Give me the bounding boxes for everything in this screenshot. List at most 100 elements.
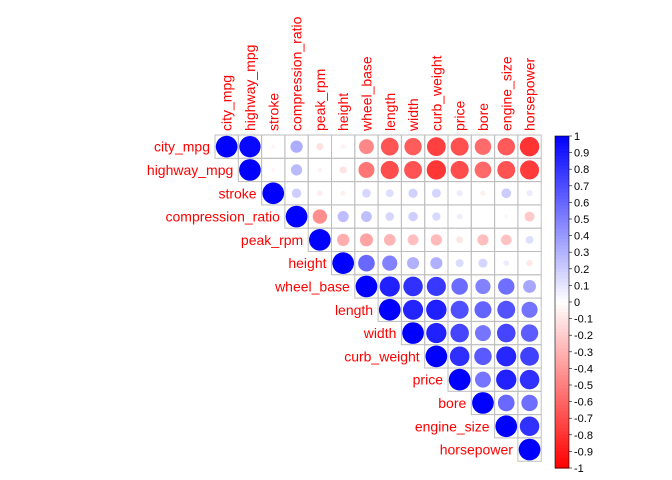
corr-circle-highway-mpg-bore bbox=[474, 161, 492, 179]
corr-circle-width-horsepower bbox=[520, 324, 539, 342]
corr-circle-height-engine-size bbox=[503, 260, 510, 267]
corr-circle-price-horsepower bbox=[519, 369, 540, 390]
corr-circle-bore-bore bbox=[472, 392, 494, 414]
corr-circle-stroke-bore bbox=[480, 190, 486, 196]
column-label: horsepower bbox=[522, 58, 538, 131]
colorbar-segment bbox=[555, 182, 569, 187]
colorbar-segment bbox=[555, 292, 569, 296]
column-label: engine_size bbox=[498, 56, 514, 131]
corr-circle-city-mpg-length bbox=[380, 137, 399, 156]
corr-circle-width-curb-weight bbox=[426, 322, 447, 344]
corr-circle-highway-mpg-compression-ratio bbox=[290, 164, 303, 176]
corr-circle-stroke-width bbox=[408, 188, 418, 198]
corr-circle-highway-mpg-stroke bbox=[271, 167, 276, 173]
colorbar-segment bbox=[555, 335, 569, 340]
colorbar-segment bbox=[555, 278, 569, 283]
colorbar-tick-label: 0.7 bbox=[574, 181, 589, 193]
corr-circle-width-bore bbox=[474, 325, 491, 342]
corr-circle-length-width bbox=[402, 299, 424, 320]
colorbar-segment bbox=[555, 272, 569, 277]
colorbar-segment bbox=[555, 424, 569, 429]
colorbar-tick-label: -0.4 bbox=[574, 363, 593, 375]
colorbar-segment bbox=[555, 378, 569, 383]
corr-circle-engine-size-engine-size bbox=[495, 415, 518, 438]
grid-cell bbox=[517, 437, 542, 462]
corr-circle-curb-weight-horsepower bbox=[520, 346, 539, 366]
colorbar-tick-label: 0.5 bbox=[574, 214, 589, 226]
colorbar-segment bbox=[555, 361, 569, 366]
colorbar-segment bbox=[555, 195, 569, 200]
corr-circle-highway-mpg-height bbox=[339, 166, 347, 174]
column-label: highway_mpg bbox=[242, 45, 258, 131]
colorbar-segment bbox=[555, 172, 569, 177]
colorbar-segment bbox=[555, 232, 569, 237]
colorbar-segment bbox=[555, 149, 569, 154]
colorbar-segment bbox=[555, 321, 569, 326]
colorbar-segment bbox=[555, 381, 569, 386]
colorbar-segment bbox=[555, 404, 569, 409]
corr-circle-height-bore bbox=[478, 258, 488, 268]
corr-circle-peak-rpm-price bbox=[456, 236, 464, 244]
corr-circle-horsepower-horsepower bbox=[518, 438, 541, 461]
corr-circle-length-horsepower bbox=[521, 301, 538, 318]
colorbar-segment bbox=[555, 215, 569, 220]
column-label: stroke bbox=[265, 93, 281, 131]
colorbar-segment bbox=[555, 288, 569, 293]
colorbar-segment bbox=[555, 159, 569, 164]
corr-circle-price-engine-size bbox=[496, 369, 517, 390]
corr-circle-highway-mpg-length bbox=[380, 160, 399, 180]
colorbar-segment bbox=[555, 328, 569, 333]
colorbar-segment bbox=[555, 305, 569, 310]
row-label: stroke bbox=[218, 185, 256, 201]
colorbar-segment bbox=[555, 165, 569, 170]
colorbar-tick-label: 0.4 bbox=[574, 231, 589, 243]
colorbar-segment bbox=[555, 136, 569, 140]
colorbar-segment bbox=[555, 282, 569, 286]
column-label: height bbox=[335, 93, 351, 131]
corr-circle-stroke-peak-rpm bbox=[316, 190, 323, 197]
corr-circle-city-mpg-peak-rpm bbox=[316, 143, 324, 151]
colorbar-segment bbox=[555, 351, 569, 356]
colorbar-segment bbox=[555, 441, 569, 446]
colorbar-segment bbox=[555, 192, 569, 197]
colorbar-segment bbox=[555, 448, 569, 452]
row-label: peak_rpm bbox=[241, 232, 303, 248]
colorbar-segment bbox=[555, 302, 569, 306]
colorbar-tick-label: 0.9 bbox=[574, 148, 589, 160]
grid bbox=[214, 134, 542, 462]
corr-circle-height-width bbox=[407, 257, 420, 270]
corr-circle-compression-ratio-width bbox=[408, 211, 418, 222]
corr-circle-highway-mpg-curb-weight bbox=[426, 160, 446, 180]
colorbar-segment bbox=[555, 401, 569, 406]
corr-circle-city-mpg-width bbox=[404, 137, 422, 156]
corr-circle-wheel-base-bore bbox=[475, 278, 491, 295]
row-label: compression_ratio bbox=[166, 209, 281, 225]
corr-circle-peak-rpm-height bbox=[337, 233, 350, 246]
corr-circle-compression-ratio-height bbox=[337, 211, 349, 223]
colorbar-tick-label: -0.7 bbox=[574, 413, 593, 425]
column-label: price bbox=[452, 100, 468, 131]
colorbar-segment bbox=[555, 345, 569, 350]
colorbar-tick-label: 0.6 bbox=[574, 197, 589, 209]
row-label: length bbox=[335, 302, 373, 318]
colorbar-tick-label: 1 bbox=[574, 131, 580, 143]
colorbar-segment bbox=[555, 252, 569, 257]
colorbar-segment bbox=[555, 385, 569, 389]
colorbar-segment bbox=[555, 414, 569, 419]
corr-circle-wheel-base-width bbox=[403, 276, 423, 297]
colorbar-segment bbox=[555, 341, 569, 346]
corr-circle-peak-rpm-engine-size bbox=[500, 234, 512, 246]
colorbar-segment bbox=[555, 175, 569, 180]
corr-circle-city-mpg-price bbox=[450, 137, 469, 156]
column-label: length bbox=[382, 93, 398, 131]
corr-circle-compression-ratio-wheel-base bbox=[361, 211, 372, 222]
corr-circle-highway-mpg-highway-mpg bbox=[239, 159, 261, 181]
row-label: highway_mpg bbox=[147, 162, 233, 178]
row-label: city_mpg bbox=[154, 139, 210, 155]
colorbar-segment bbox=[555, 325, 569, 330]
colorbar-segment bbox=[555, 464, 569, 469]
corr-circle-height-price bbox=[455, 259, 464, 268]
colorbar-segment bbox=[555, 179, 569, 184]
corr-circle-compression-ratio-horsepower bbox=[524, 211, 535, 222]
